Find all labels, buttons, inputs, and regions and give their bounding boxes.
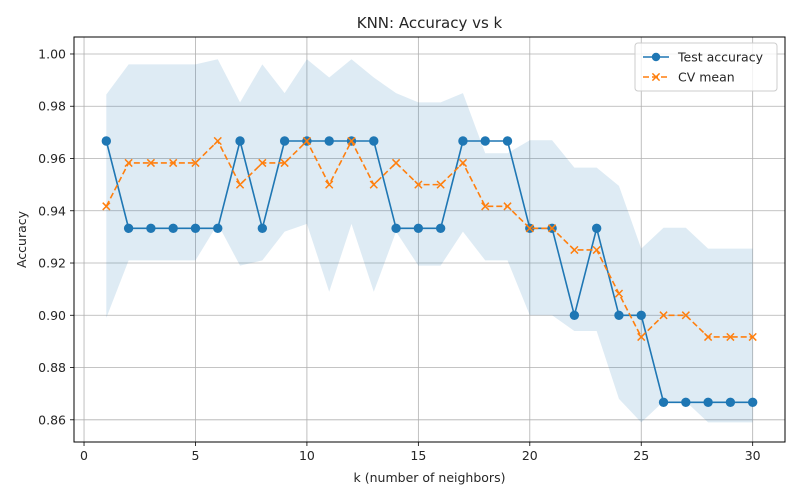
x-tick-label: 25 (633, 448, 649, 463)
series-2-point (637, 332, 646, 342)
series-1-point (391, 223, 401, 233)
x-axis-ticks: 0 5 10 15 20 25 30 (80, 442, 761, 463)
x-tick-label: 30 (745, 448, 761, 463)
series-1-point (213, 223, 223, 233)
series-2-point (146, 158, 156, 168)
series-1-point (257, 223, 268, 233)
series-2-point (436, 180, 445, 189)
plot-frame (73, 36, 786, 443)
series-1-point (591, 223, 602, 233)
series-2-point (414, 180, 423, 189)
series-1-point (569, 310, 580, 320)
series-2-point (681, 311, 690, 320)
series-2-point (570, 245, 579, 255)
series-2-point (592, 245, 601, 255)
series-2-point (748, 332, 757, 342)
series-2-point (258, 158, 267, 168)
series-1-point (146, 223, 156, 233)
series-1-point (681, 397, 691, 407)
series-2-point (503, 202, 512, 211)
series-1-point (725, 397, 736, 407)
series-1-point (413, 223, 424, 233)
y-axis-ticks: 0.86 0.88 0.90 0.92 0.94 0.96 0.98 1.00 (38, 46, 74, 427)
y-tick-label: 0.86 (38, 412, 66, 427)
series-2-point (369, 180, 378, 189)
std-band (106, 59, 753, 423)
series-1-point (101, 136, 112, 146)
chart-title: KNN: Accuracy vs k (357, 14, 503, 32)
series-2-point (726, 332, 735, 342)
y-tick-label: 0.94 (38, 203, 66, 218)
series-1-point (435, 223, 446, 233)
x-tick-label: 10 (299, 448, 315, 463)
series-1-point (703, 397, 713, 407)
series-line-2 (105, 140, 753, 338)
legend: Test accuracy CV mean (634, 42, 778, 92)
y-tick-label: 1.00 (38, 46, 66, 61)
series-2-point (124, 158, 133, 168)
y-tick-label: 0.92 (38, 256, 66, 271)
series-1-point (458, 136, 468, 146)
legend-label-1: Test accuracy (677, 50, 764, 65)
x-tick-label: 15 (410, 448, 426, 463)
series-2-point (458, 158, 468, 168)
series-2-point (191, 158, 200, 168)
x-tick-label: 20 (522, 448, 538, 463)
series-2-point (525, 224, 534, 233)
legend-label-2: CV mean (678, 70, 735, 85)
x-axis-label: k (number of neighbors) (354, 470, 506, 485)
y-axis-label: Accuracy (14, 210, 29, 268)
series-2-point (213, 136, 222, 146)
series-2-point (481, 202, 490, 211)
series-1-point (123, 223, 134, 233)
series-2-point (102, 202, 111, 211)
series-1-point (614, 310, 624, 320)
series-1-point (279, 136, 290, 146)
series-2-point (169, 158, 178, 168)
series-2-point (325, 180, 334, 189)
series-1-point (658, 397, 669, 407)
series-1-point (369, 136, 379, 146)
series-2-point (391, 158, 401, 168)
y-tick-label: 0.88 (38, 360, 66, 375)
series-1-point (636, 310, 646, 320)
series-2-point (547, 224, 557, 233)
legend-marker-circle (651, 52, 661, 62)
series-2-point (280, 158, 289, 168)
y-tick-label: 0.96 (38, 151, 66, 166)
legend-box (634, 42, 778, 92)
x-tick-label: 0 (80, 448, 88, 463)
y-tick-label: 0.90 (38, 308, 66, 323)
series-1-point (480, 136, 490, 146)
series-2-point (347, 136, 356, 146)
grid-lines (74, 37, 785, 442)
y-tick-label: 0.98 (38, 99, 66, 114)
series-2-point (659, 311, 668, 320)
series-1-point (235, 136, 245, 146)
series-2-point (703, 332, 713, 342)
series-1-point (168, 223, 178, 233)
x-tick-label: 5 (191, 448, 199, 463)
legend-marker-x (651, 72, 661, 82)
series-1-point (324, 136, 334, 146)
series-2-point (302, 136, 312, 146)
series-1-point (502, 136, 513, 146)
series-1-point (747, 397, 758, 407)
std-band-area (106, 59, 753, 423)
series-2-point (614, 289, 624, 298)
series-2-point (235, 180, 245, 189)
series-layer (101, 136, 758, 407)
series-1-point (190, 223, 201, 233)
